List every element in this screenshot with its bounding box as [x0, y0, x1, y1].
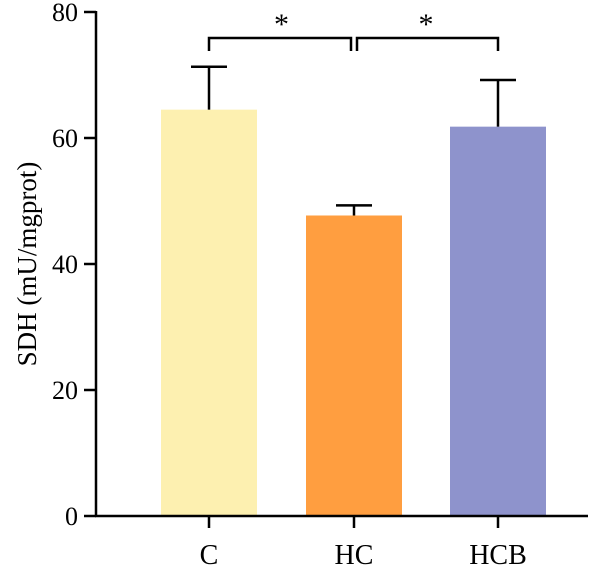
significance-star: * [419, 8, 434, 41]
y-tick-label-80: 80 [52, 0, 78, 27]
significance-bracket [355, 36, 500, 51]
y-tick-label-40: 40 [52, 250, 78, 279]
bar-hcb [450, 126, 546, 516]
significance-bracket [207, 36, 353, 51]
plot-area: 0 20 40 60 80 C HC HCB * * [52, 0, 588, 569]
y-tick-label-0: 0 [65, 502, 78, 531]
x-tick-label-hcb: HCB [469, 540, 527, 569]
y-tick-label-20: 20 [52, 376, 78, 405]
x-tick-label-hc: HC [335, 540, 374, 569]
bar-hc [306, 215, 402, 517]
y-tick-label-60: 60 [52, 124, 78, 153]
bar-c [161, 109, 257, 517]
y-axis-title: SDH (mU/mgprot) [12, 162, 42, 367]
significance-star: * [274, 8, 289, 41]
x-tick-label-c: C [200, 540, 219, 569]
